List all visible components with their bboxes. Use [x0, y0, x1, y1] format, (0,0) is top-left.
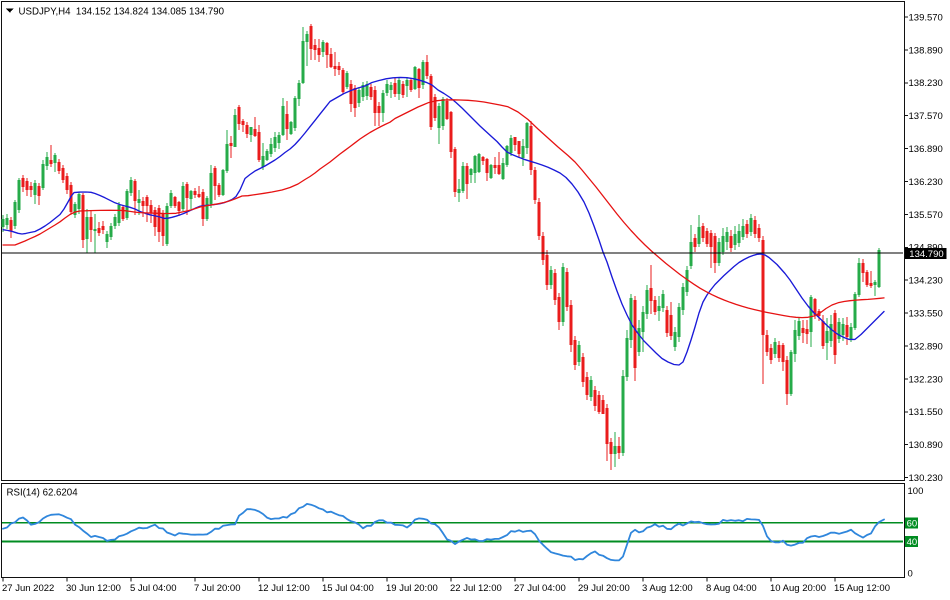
svg-text:27 Jun 2022: 27 Jun 2022 [2, 583, 54, 594]
svg-text:RSI(14) 62.6204: RSI(14) 62.6204 [7, 487, 79, 498]
svg-text:136.890: 136.890 [909, 144, 943, 155]
svg-text:138.230: 138.230 [909, 78, 943, 89]
svg-text:3 Aug 12:00: 3 Aug 12:00 [642, 583, 693, 594]
svg-text:27 Jul 04:00: 27 Jul 04:00 [514, 583, 566, 594]
svg-text:10 Aug 20:00: 10 Aug 20:00 [770, 583, 826, 594]
svg-text:15 Aug 12:00: 15 Aug 12:00 [834, 583, 890, 594]
svg-text:40: 40 [907, 537, 918, 548]
svg-text:30 Jun 12:00: 30 Jun 12:00 [66, 583, 121, 594]
svg-text:139.570: 139.570 [909, 12, 943, 23]
svg-text:137.570: 137.570 [909, 111, 943, 122]
svg-text:130.890: 130.890 [909, 440, 943, 451]
svg-text:12 Jul 12:00: 12 Jul 12:00 [258, 583, 310, 594]
svg-text:132.890: 132.890 [909, 341, 943, 352]
svg-text:132.230: 132.230 [909, 374, 943, 385]
svg-text:138.890: 138.890 [909, 45, 943, 56]
svg-text:100: 100 [908, 486, 924, 497]
svg-text:133.550: 133.550 [909, 309, 943, 320]
svg-text:19 Jul 20:00: 19 Jul 20:00 [386, 583, 438, 594]
svg-text:134.230: 134.230 [909, 276, 943, 287]
svg-text:22 Jul 12:00: 22 Jul 12:00 [450, 583, 502, 594]
svg-text:7 Jul 20:00: 7 Jul 20:00 [194, 583, 240, 594]
svg-text:130.230: 130.230 [909, 473, 943, 484]
svg-text:15 Jul 04:00: 15 Jul 04:00 [322, 583, 374, 594]
svg-text:135.570: 135.570 [909, 210, 943, 221]
svg-text:5 Jul 04:00: 5 Jul 04:00 [130, 583, 176, 594]
svg-text:8 Aug 04:00: 8 Aug 04:00 [706, 583, 757, 594]
svg-text:USDJPY,H4 134.152 134.824 134: USDJPY,H4 134.152 134.824 134.085 134.79… [19, 6, 225, 17]
svg-text:131.550: 131.550 [909, 407, 943, 418]
svg-text:29 Jul 20:00: 29 Jul 20:00 [578, 583, 630, 594]
svg-text:60: 60 [907, 519, 918, 530]
svg-text:134.790: 134.790 [909, 249, 943, 260]
svg-text:0: 0 [908, 568, 913, 579]
svg-text:136.230: 136.230 [909, 177, 943, 188]
